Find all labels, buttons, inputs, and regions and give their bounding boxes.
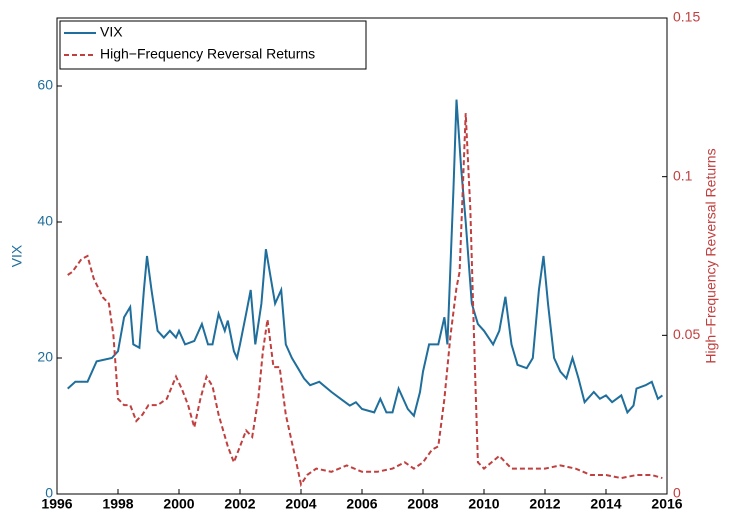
y2-tick-label: 0.15 — [673, 9, 700, 25]
y-tick-label: 40 — [37, 213, 53, 229]
x-tick-label: 2004 — [285, 496, 316, 512]
x-tick-label: 2012 — [529, 496, 560, 512]
x-tick-label: 2016 — [651, 496, 682, 512]
y2-axis-label: High−Frequency Reversal Returns — [703, 148, 719, 363]
x-tick-label: 2002 — [224, 496, 255, 512]
x-tick-label: 2006 — [346, 496, 377, 512]
y2-tick-label: 0.05 — [673, 326, 700, 342]
x-tick-label: 2014 — [590, 496, 621, 512]
y-tick-label: 20 — [37, 349, 53, 365]
x-tick-label: 1996 — [41, 496, 72, 512]
y2-tick-label: 0 — [673, 485, 681, 501]
y2-tick-label: 0.1 — [673, 167, 693, 183]
series-line — [67, 113, 663, 488]
x-tick-label: 1998 — [102, 496, 133, 512]
y-tick-label: 0 — [45, 485, 53, 501]
x-tick-label: 2010 — [468, 496, 499, 512]
y-tick-label: 60 — [37, 77, 53, 93]
legend-label: VIX — [100, 24, 123, 40]
x-tick-label: 2008 — [407, 496, 438, 512]
legend-label: High−Frequency Reversal Returns — [100, 46, 315, 62]
plot-frame — [56, 17, 668, 495]
series-line — [67, 99, 664, 418]
legend-box — [59, 20, 367, 70]
y-axis-label: VIX — [9, 244, 25, 267]
x-tick-label: 2000 — [163, 496, 194, 512]
